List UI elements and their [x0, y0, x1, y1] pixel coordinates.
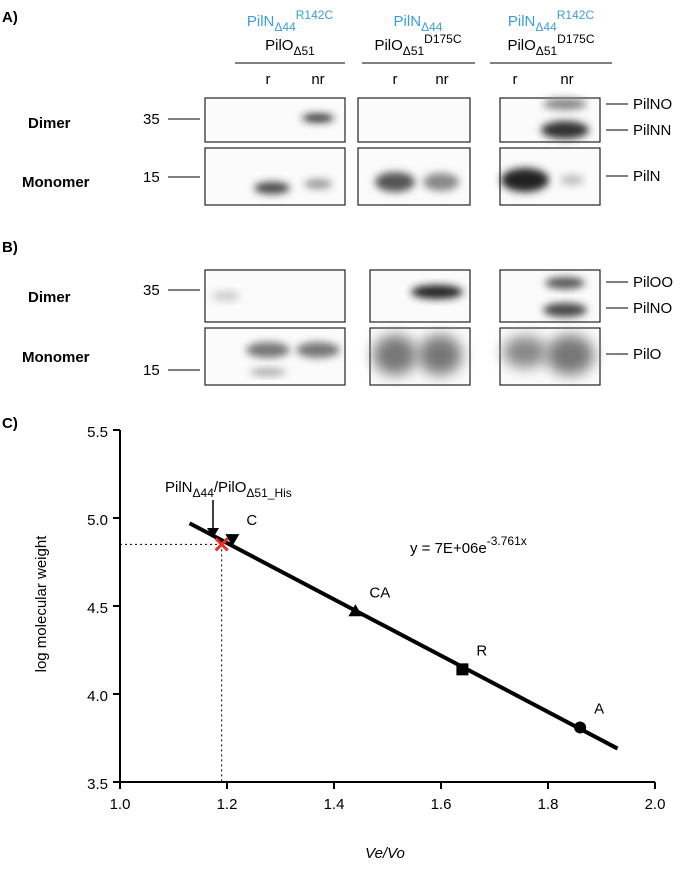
equation-part: -3.761x	[487, 534, 527, 548]
header-text: PilN	[247, 13, 275, 30]
row-label: Dimer	[28, 115, 71, 132]
x-tick-label: 1.2	[217, 796, 238, 813]
fit-line	[188, 521, 619, 751]
y-axis-label: log molecular weight	[33, 535, 50, 673]
band-label: PilNO	[633, 96, 672, 113]
annotation-part: PilN	[165, 479, 193, 496]
header-sup: R142C	[557, 8, 595, 22]
panel-c: C) Ve/Vo log molecular weight PilNΔ44/Pi…	[2, 415, 665, 862]
x-tick-label: 1.0	[110, 796, 131, 813]
header: PilNΔ44	[394, 13, 443, 34]
data-point	[456, 663, 469, 676]
equation-part: y = 7E+06e	[410, 540, 487, 557]
marker-label: 35	[143, 111, 160, 128]
y-tick-label: 5.0	[87, 512, 108, 529]
panel-b: B) Dimer Monomer 35 15 PilOO PilNO PilO	[2, 239, 673, 386]
equation: y = 7E+06e-3.761x	[410, 534, 527, 557]
x-tick-label: 1.6	[431, 796, 452, 813]
header-text: PilN	[394, 13, 422, 30]
header-text: PilO	[265, 37, 293, 54]
header: PilOΔ51	[265, 37, 315, 58]
panel-label: B)	[2, 239, 18, 256]
band-label: PilNO	[633, 300, 672, 317]
marker-label: 35	[143, 282, 160, 299]
row-label: Dimer	[28, 289, 71, 306]
annotation-part: Δ44	[193, 486, 215, 500]
data-point	[574, 721, 587, 734]
annotation: PilNΔ44/PilOΔ51_His	[165, 479, 292, 500]
data-point	[225, 534, 240, 547]
lane-label: nr	[560, 71, 573, 88]
header-sub: Δ51	[293, 44, 315, 58]
annotation-part: Δ51_His	[246, 486, 291, 500]
x-tick-label: 1.8	[538, 796, 559, 813]
header: PilOΔ51D175C	[507, 32, 594, 58]
header-sup: D175C	[424, 32, 462, 46]
headers: PilNΔ44R142CPilOΔ51PilNΔ44PilOΔ51D175CPi…	[247, 8, 595, 58]
header: PilNΔ44R142C	[508, 8, 595, 34]
header-text: PilO	[507, 37, 535, 54]
blot	[204, 147, 346, 206]
header-sub: Δ51	[403, 44, 425, 58]
y-tick-label: 5.5	[87, 424, 108, 441]
blot	[357, 97, 471, 143]
y-tick-label: 4.5	[87, 600, 108, 617]
header: PilOΔ51D175C	[374, 32, 461, 58]
x-axis-label: Ve/Vo	[365, 845, 405, 862]
header-text: PilN	[508, 13, 536, 30]
panel-a: A) PilNΔ44R142CPilOΔ51PilNΔ44PilOΔ51D175…	[2, 8, 672, 206]
band-label: PilOO	[633, 274, 673, 291]
marker-label: 15	[143, 362, 160, 379]
header-sub: Δ44	[274, 20, 296, 34]
band-label: PilO	[633, 346, 661, 363]
row-label: Monomer	[22, 349, 90, 366]
header-sub: Δ51	[536, 44, 558, 58]
header-sub: Δ44	[421, 20, 443, 34]
annotation-part: /PilO	[214, 479, 247, 496]
header-text: PilO	[374, 37, 402, 54]
y-tick-label: 4.0	[87, 688, 108, 705]
lane-label: r	[393, 71, 398, 88]
bands	[254, 98, 589, 194]
lane-label: r	[266, 71, 271, 88]
x-tick-label: 2.0	[645, 796, 666, 813]
point-label: A	[594, 700, 604, 717]
header-sup: D175C	[557, 32, 595, 46]
row-label: Monomer	[22, 174, 90, 191]
bands	[212, 277, 594, 376]
point-label: R	[476, 642, 487, 659]
point-label: C	[246, 512, 257, 529]
lane-label: nr	[435, 71, 448, 88]
panel-label: C)	[2, 415, 18, 432]
marker-label: 15	[143, 169, 160, 186]
lane-label: nr	[311, 71, 324, 88]
header-sub: Δ44	[535, 20, 557, 34]
header: PilNΔ44R142C	[247, 8, 334, 34]
lane-label: r	[513, 71, 518, 88]
header-sup: R142C	[296, 8, 334, 22]
band-label: PilN	[633, 168, 661, 185]
x-tick-label: 1.4	[324, 796, 345, 813]
point-label: CA	[369, 584, 390, 601]
data-point	[348, 604, 363, 617]
panel-label: A)	[2, 9, 18, 26]
y-tick-label: 3.5	[87, 776, 108, 793]
arrow-head	[207, 528, 219, 538]
band-label: PilNN	[633, 122, 671, 139]
sample-point	[214, 537, 229, 552]
